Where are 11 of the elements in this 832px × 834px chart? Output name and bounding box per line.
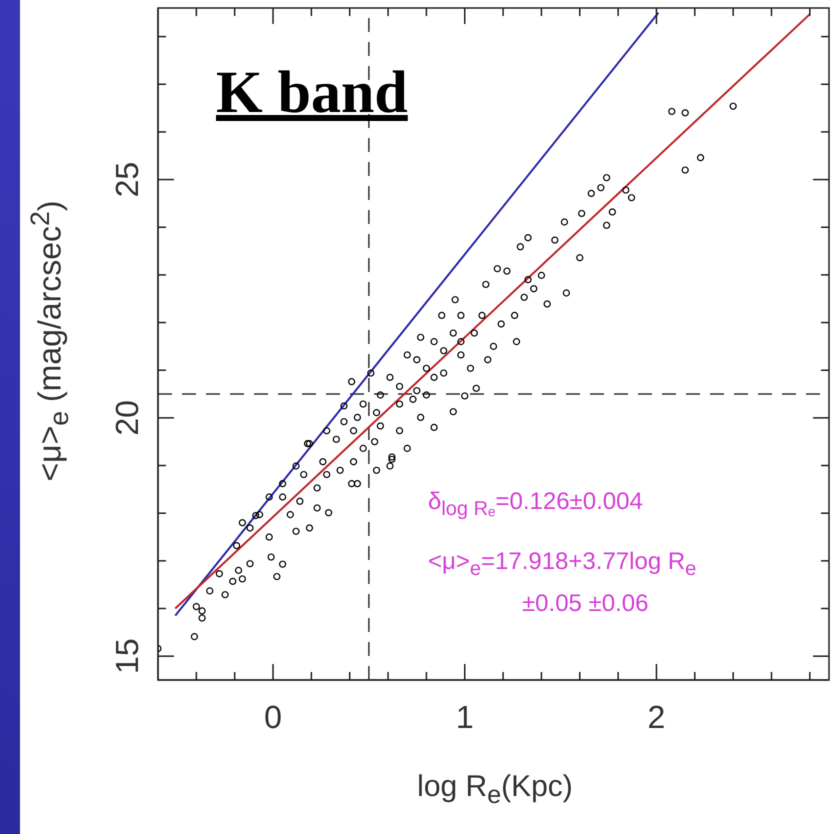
x-axis-title: log R$_{e}$(Kpc) [416,770,574,810]
annotation: <μ>$_{e}$=17.918+3.77log R$_{e}$ [428,548,696,581]
annotation: δ$_{log Rₑ}$=0.126±0.004 [428,488,643,521]
annotation: ±0.05 ±0.06 [522,590,648,618]
y-tick-label: 25 [109,162,145,198]
x-tick-label: 2 [648,699,666,735]
y-tick-label: 15 [109,638,145,674]
x-tick-label: 1 [456,699,474,735]
text: K band [216,58,408,127]
x-tick-label: 0 [264,699,282,735]
y-tick-label: 20 [109,400,145,436]
